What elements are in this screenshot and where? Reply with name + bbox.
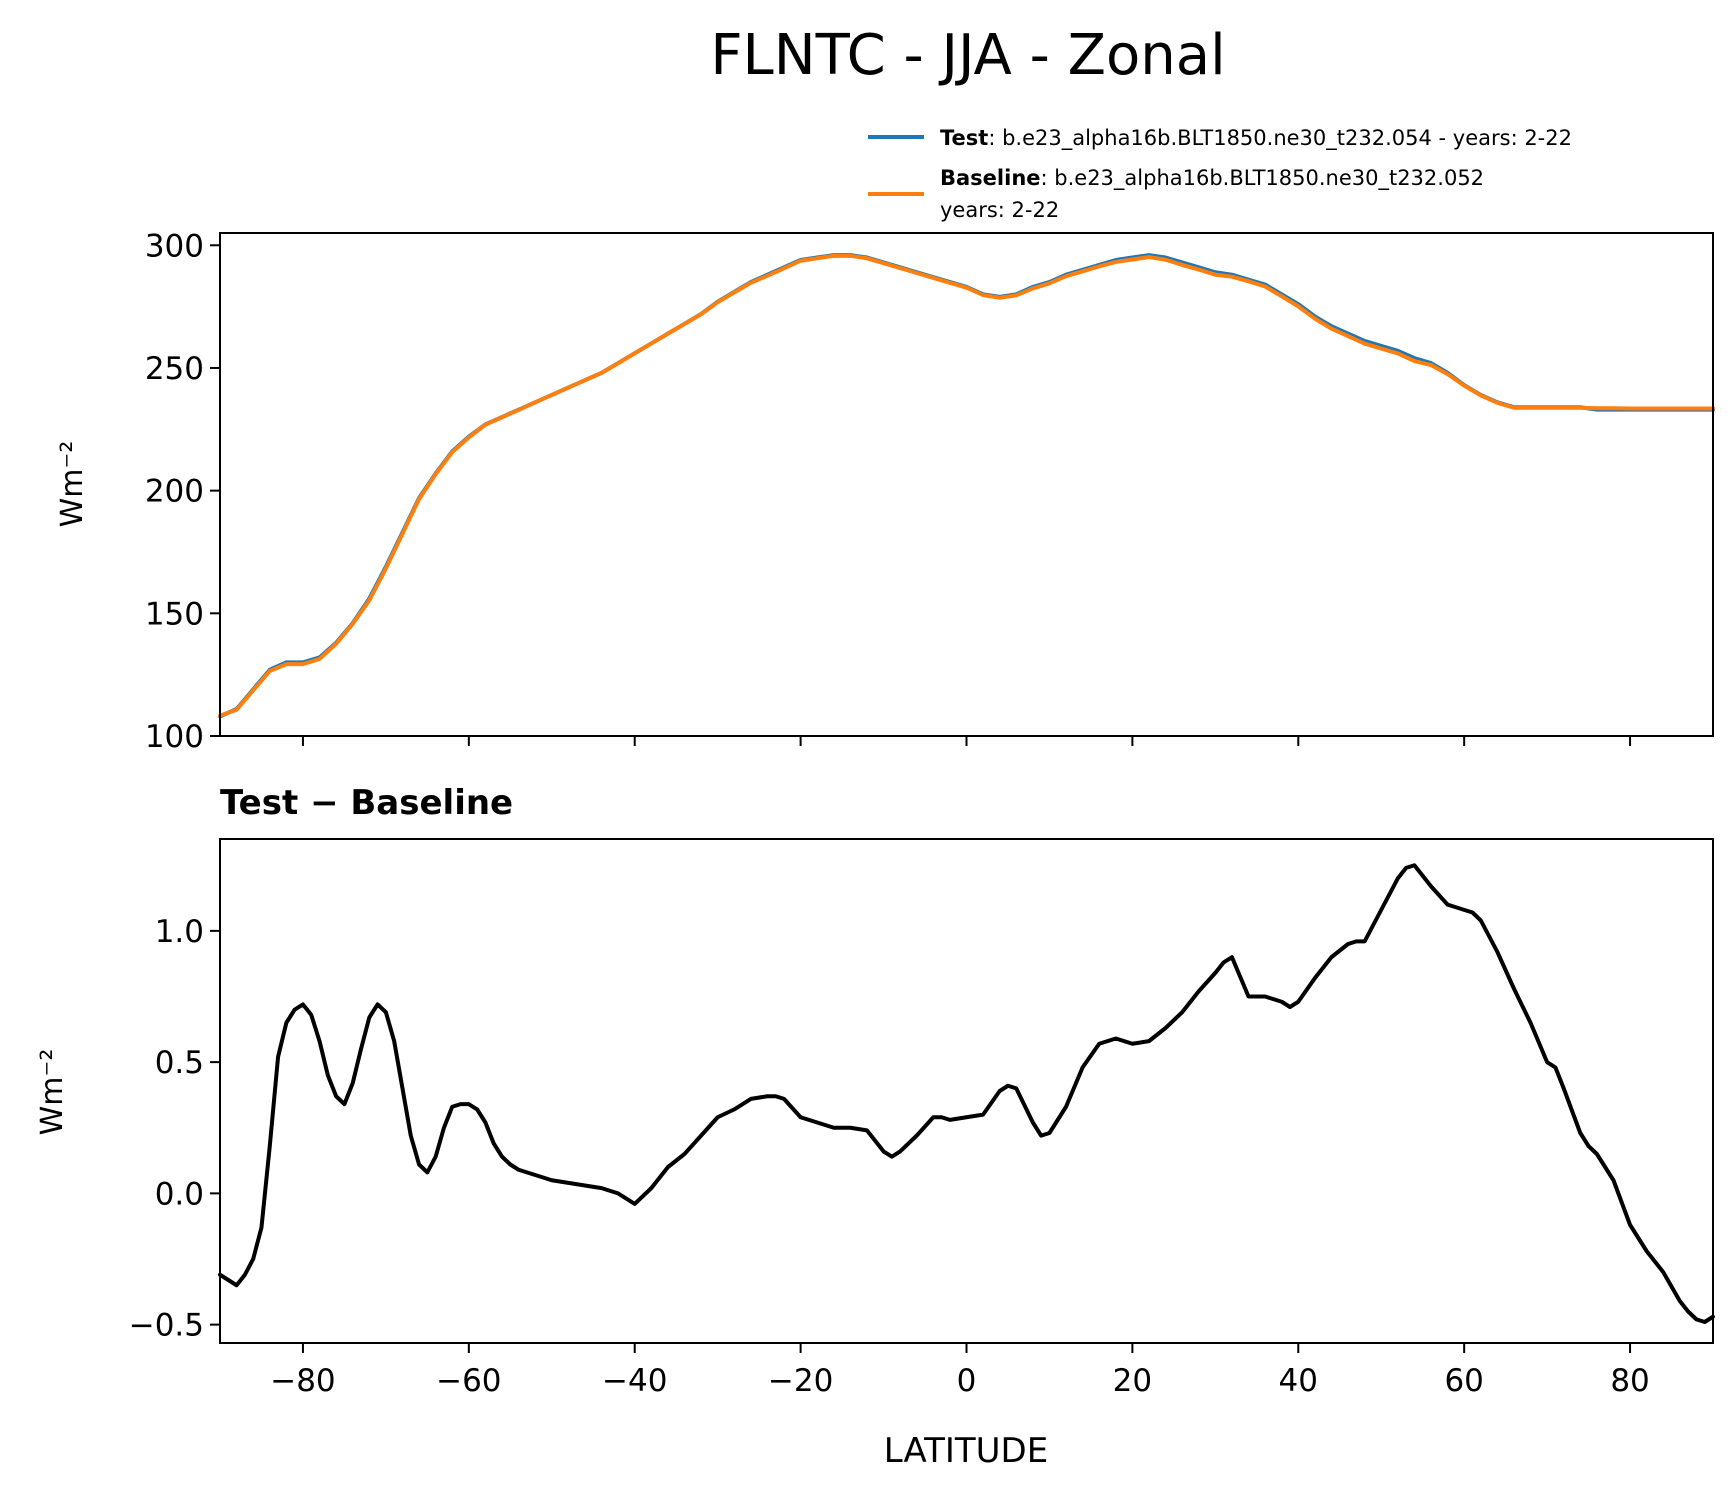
bottom-panel: −0.50.00.51.0−80 −60 −40 −20 0 20 40 60 80 Wm⁻² … [35,838,1715,1471]
top-ytick-label: 250 [145,351,204,387]
bottom-xtick-label: 80 [1610,1363,1649,1399]
legend-baseline-label: Baseline [940,166,1041,190]
bottom-xtick-label: 40 [1279,1363,1318,1399]
diff-panel-title: Test − Baseline [220,783,513,823]
legend-baseline-case: : b.e23_alpha16b.BLT1850.ne30_t232.052 [1041,166,1485,191]
top-series-group [218,253,1715,719]
top-ytick-label: 300 [145,228,204,264]
diff-series-line [218,863,1715,1324]
top-ylabel: Wm⁻² [55,441,90,528]
bottom-ylabel: Wm⁻² [35,1049,70,1136]
legend: Test: b.e23_alpha16b.BLT1850.ne30_t232.0… [868,126,1572,222]
legend-baseline-years: years: 2-22 [940,198,1059,222]
figure-title: FLNTC - JJA - Zonal [710,23,1225,88]
top-ytick-label: 100 [145,719,204,755]
top-plot-frame [219,232,1714,737]
bottom-xtick-label: 20 [1113,1363,1152,1399]
legend-test-case: : b.e23_alpha16b.BLT1850.ne30_t232.054 -… [988,126,1572,151]
top-panel: 100 150 200 250 300 Wm⁻² [55,228,1715,755]
legend-text-baseline: Baseline: b.e23_alpha16b.BLT1850.ne30_t2… [940,166,1484,191]
legend-test-label: Test [940,126,988,150]
bottom-xtick-label: −40 [602,1363,667,1399]
bottom-xtick-label: −60 [436,1363,501,1399]
bottom-xtick-label: 60 [1444,1363,1483,1399]
bottom-xlabel: LATITUDE [884,1431,1048,1471]
bottom-ytick-label: 0.5 [155,1045,204,1081]
top-ticks-group: 100 150 200 250 300 [145,228,1632,755]
bottom-ytick-label: 1.0 [155,914,204,950]
bottom-xtick-label: −80 [270,1363,335,1399]
bottom-plot-frame [219,838,1714,1344]
top-ytick-label: 200 [145,474,204,510]
series-line-baseline [218,253,1715,718]
legend-text-test: Test: b.e23_alpha16b.BLT1850.ne30_t232.0… [940,126,1572,151]
bottom-xtick-label: −20 [768,1363,833,1399]
bottom-xtick-label: 0 [957,1363,977,1399]
bottom-ticks-group: −0.5 0.0 0.5 1.0 −80 −60 −40 −20 0 20 40 60 80 [129,914,1650,1399]
bottom-ytick-label: −0.5 [129,1308,204,1344]
bottom-ytick-label: 0.0 [155,1176,204,1212]
top-ytick-label: 150 [145,596,204,632]
bottom-series-group [218,863,1715,1324]
